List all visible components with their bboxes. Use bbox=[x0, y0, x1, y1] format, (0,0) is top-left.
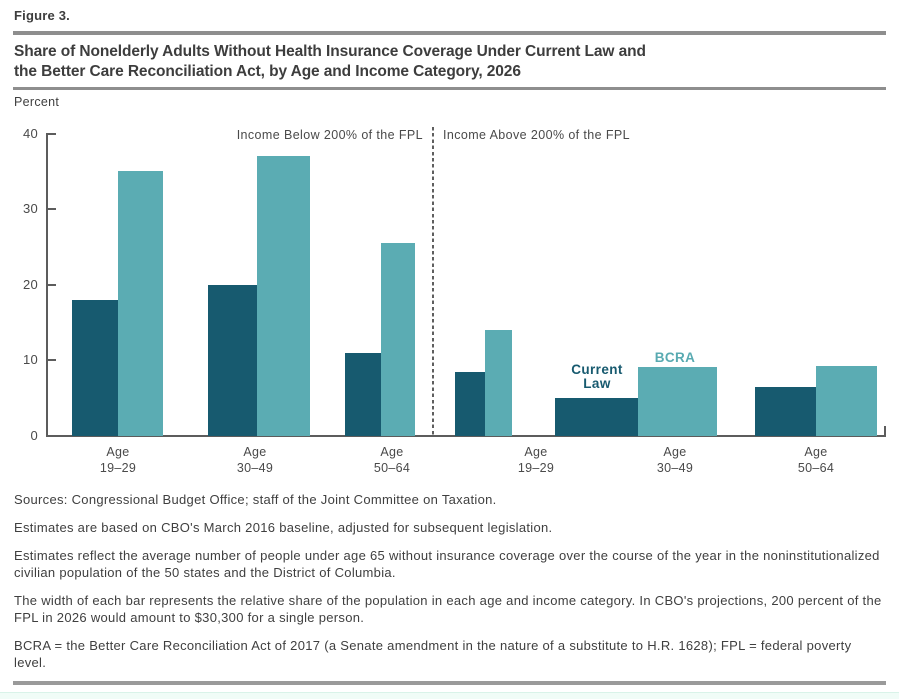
x-category-label-below-age-50-64: Age 50–64 bbox=[344, 444, 440, 476]
x-category-label-above-age-30-49: Age 30–49 bbox=[627, 444, 723, 476]
panel-label-income-below-200-fpl: Income Below 200% of the FPL bbox=[236, 128, 423, 142]
x-category-label-line: Age bbox=[380, 445, 404, 459]
y-tick-label-10: 10 bbox=[22, 352, 38, 368]
title-rule bbox=[13, 87, 886, 90]
x-category-label-line: 19–29 bbox=[99, 461, 137, 475]
bar-above-age-30-49-bcra bbox=[638, 367, 717, 436]
x-category-label-line: Age bbox=[524, 445, 548, 459]
x-category-label-line: Age bbox=[106, 445, 130, 459]
bar-below-age-30-49-bcra bbox=[257, 156, 310, 436]
bar-above-age-19-29-current-law bbox=[455, 371, 485, 436]
next-section-edge-strip bbox=[0, 692, 899, 699]
y-tick-mark-30 bbox=[48, 208, 56, 211]
panel-divider-dashed-line bbox=[432, 127, 434, 437]
x-category-label-above-age-50-64: Age 50–64 bbox=[768, 444, 864, 476]
series-label-bcra: BCRA bbox=[654, 350, 696, 365]
note-sources: Sources: Congressional Budget Office; st… bbox=[14, 492, 497, 507]
y-tick-label-40: 40 bbox=[22, 125, 38, 141]
bar-below-age-19-29-current-law bbox=[72, 299, 118, 436]
bar-above-age-19-29-bcra bbox=[485, 330, 512, 436]
y-axis-line bbox=[46, 133, 48, 436]
figure-title-line-2: the Better Care Reconciliation Act, by A… bbox=[14, 63, 521, 80]
bar-above-age-30-49-current-law bbox=[555, 398, 638, 436]
x-axis-line bbox=[46, 435, 886, 437]
x-category-label-line: 50–64 bbox=[373, 461, 411, 475]
note-bar-width: The width of each bar represents the rel… bbox=[14, 593, 882, 625]
panel-label-income-above-200-fpl: Income Above 200% of the FPL bbox=[443, 128, 631, 142]
x-category-label-below-age-19-29: Age 19–29 bbox=[70, 444, 166, 476]
x-category-label-line: 19–29 bbox=[517, 461, 555, 475]
figure-notes: Sources: Congressional Budget Office; st… bbox=[14, 491, 887, 682]
x-category-label-line: 30–49 bbox=[236, 461, 274, 475]
y-tick-mark-10 bbox=[48, 359, 56, 362]
bar-below-age-30-49-current-law bbox=[208, 284, 257, 436]
x-category-label-below-age-30-49: Age 30–49 bbox=[207, 444, 303, 476]
bar-below-age-19-29-bcra bbox=[118, 171, 163, 436]
figure-label: Figure 3. bbox=[14, 8, 70, 23]
series-label-current-law-line-1: Current bbox=[571, 362, 623, 377]
x-category-label-line: Age bbox=[804, 445, 828, 459]
x-category-label-line: 50–64 bbox=[797, 461, 835, 475]
bar-below-age-50-64-current-law bbox=[345, 352, 381, 436]
x-category-label-above-age-19-29: Age 19–29 bbox=[488, 444, 584, 476]
x-axis-end-tick bbox=[884, 426, 886, 436]
y-axis-unit-label: Percent bbox=[14, 95, 60, 109]
y-tick-mark-20 bbox=[48, 283, 56, 286]
y-tick-label-30: 30 bbox=[22, 201, 38, 217]
bar-above-age-50-64-current-law bbox=[755, 386, 816, 436]
x-category-label-line: 30–49 bbox=[656, 461, 694, 475]
y-tick-label-20: 20 bbox=[22, 276, 38, 292]
figure-title-line-1: Share of Nonelderly Adults Without Healt… bbox=[14, 43, 646, 60]
note-population: Estimates reflect the average number of … bbox=[14, 548, 880, 580]
x-category-label-line: Age bbox=[663, 445, 687, 459]
x-category-label-line: Age bbox=[243, 445, 267, 459]
y-tick-label-0: 0 bbox=[30, 428, 38, 443]
series-label-current-law: Current Law bbox=[547, 363, 647, 391]
note-abbreviations: BCRA = the Better Care Reconciliation Ac… bbox=[14, 638, 852, 670]
top-rule bbox=[13, 31, 886, 35]
series-label-current-law-line-2: Law bbox=[583, 376, 611, 391]
bar-above-age-50-64-bcra bbox=[816, 365, 877, 436]
bar-below-age-50-64-bcra bbox=[380, 243, 415, 436]
y-tick-mark-40 bbox=[48, 132, 56, 135]
note-baseline: Estimates are based on CBO's March 2016 … bbox=[14, 520, 553, 535]
bottom-rule bbox=[13, 681, 886, 685]
figure-title: Share of Nonelderly Adults Without Healt… bbox=[14, 42, 874, 82]
